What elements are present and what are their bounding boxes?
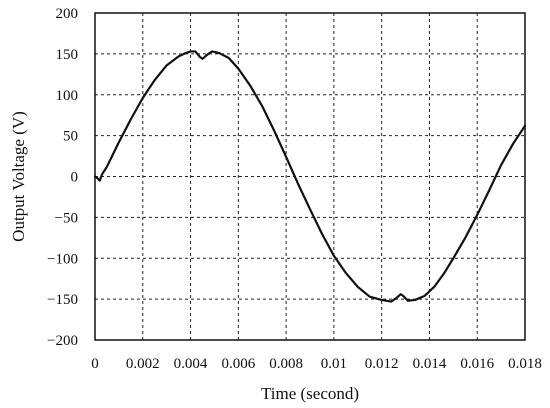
y-tick-label: −100: [47, 251, 78, 267]
x-tick-label: 0.018: [508, 356, 542, 372]
series-layer: [93, 50, 527, 303]
series-line: [93, 50, 527, 303]
y-tick-labels: 200 150 100 50 0 −50 −100 −150 −200: [47, 6, 78, 349]
x-tick-label: 0.016: [460, 356, 494, 372]
x-tick-label: 0.002: [126, 356, 160, 372]
y-tick-label: −150: [47, 292, 78, 308]
y-tick-label: 150: [56, 47, 79, 63]
x-tick-label: 0.006: [221, 356, 255, 372]
y-tick-label: −50: [55, 210, 78, 226]
y-axis-title: Output Voltage (V): [9, 111, 28, 242]
x-tick-label: 0: [91, 356, 99, 372]
y-tick-label: 50: [63, 129, 78, 145]
x-tick-labels: 0 0.002 0.004 0.006 0.008 0.01 0.012 0.014 0.016…: [91, 356, 542, 372]
x-tick-label: 0.014: [413, 356, 447, 372]
x-tick-label: 0.008: [269, 356, 303, 372]
x-tick-label: 0.012: [365, 356, 399, 372]
x-axis-title: Time (second): [261, 384, 359, 403]
x-tick-label: 0.01: [321, 356, 347, 372]
y-tick-label: −200: [47, 333, 78, 349]
y-tick-label: 200: [56, 6, 79, 22]
x-tick-label: 0.004: [174, 356, 208, 372]
y-tick-label: 100: [56, 88, 79, 104]
y-tick-label: 0: [71, 170, 79, 186]
